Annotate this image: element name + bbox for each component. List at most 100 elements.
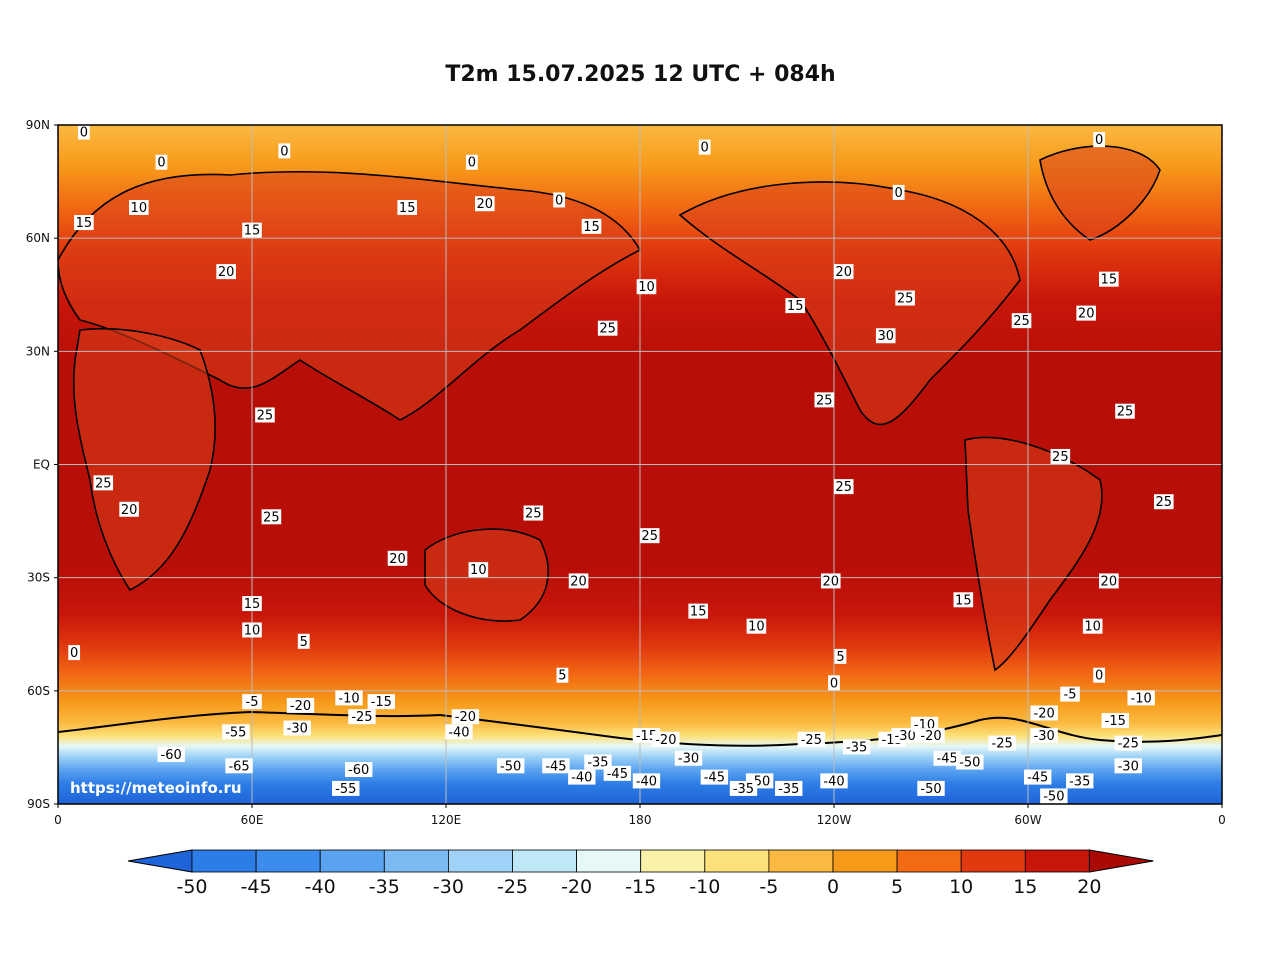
contour-label: 0 [1095,669,1103,684]
contour-label: 25 [1052,450,1069,465]
colorbar-extend-high [1088,849,1154,873]
colorbar-extend-low [127,849,193,873]
contour-label: -25 [801,733,822,748]
contour-label: -15 [636,729,657,744]
contour-label: -20 [655,733,676,748]
contour-label: -40 [823,774,844,789]
contour-label: -35 [733,782,754,797]
colorbar-tick-label: -25 [497,876,528,898]
contour-label: 20 [1078,307,1095,322]
contour-label-bg [1099,573,1119,589]
contour-label: -5 [246,695,259,710]
contour-label-bg [842,739,871,755]
contour-label: -35 [1069,774,1090,789]
colorbar-segment [383,849,449,873]
contour-label: -40 [571,771,592,786]
contour-label: 10 [638,280,655,295]
lat-label: EQ [33,458,50,472]
lon-label: 60E [241,813,264,827]
contour-label: -20 [455,710,476,725]
contour-label: 20 [570,574,587,589]
contour-label: 0 [1095,133,1103,148]
contour-label-bg [283,720,311,736]
contour-label: 0 [555,193,563,208]
contour-label: 15 [244,224,261,239]
contour-label-bg [892,184,905,200]
lat-label: 60N [26,231,50,245]
contour-label: 15 [399,201,416,216]
contour-label-bg [242,622,262,638]
contour-label: -15 [1105,714,1126,729]
contour-label: -20 [290,699,311,714]
contour-label: 25 [257,408,274,423]
contour-label: 25 [95,476,112,491]
lon-label: 120E [431,813,462,827]
contour-label: 20 [1101,574,1118,589]
africa-land [72,327,216,592]
contour-label-bg [225,758,253,774]
contour-label-bg [833,479,854,495]
contour-label: -65 [228,759,249,774]
contour-label-bg [917,780,945,796]
contour-label-bg [1030,728,1058,744]
lon-label: 0 [54,813,62,827]
colorbar-tick-label: -35 [369,876,400,898]
contour-label-bg [568,573,589,589]
colorbar-segment [447,849,513,873]
colorbar-segment [576,849,642,873]
contour-label: 25 [641,529,658,544]
colorbar-tick-label: -20 [561,876,592,898]
contour-label-bg [286,697,315,713]
contour-label: -60 [161,748,182,763]
contour-label-bg [988,735,1016,751]
contour-label-bg [332,780,360,796]
contour-label: 5 [836,650,844,665]
contour-label: 25 [599,322,616,337]
contour-label-bg [1101,713,1129,729]
contour-label-bg [639,528,660,544]
colorbar-segment [896,849,962,873]
antarctica-coast [58,710,1222,747]
contour-label: 25 [1156,495,1173,510]
contour-label: 15 [690,605,707,620]
lon-label: 180 [629,813,652,827]
contour-label-bg [746,618,767,634]
contour-label: -30 [287,722,308,737]
contour-label: -5 [1064,688,1077,703]
contour-label: 0 [895,186,903,201]
contour-label-bg [216,264,236,280]
contour-label: -30 [895,729,916,744]
contour-label: -45 [1027,771,1048,786]
contour-label: 0 [830,676,838,691]
colorbar-segment [704,849,770,873]
colorbar-tick-label: 15 [1013,876,1037,898]
contour-label-bg [775,780,803,796]
contour-label: 20 [822,574,839,589]
contour-label-bg [119,501,139,517]
contour-label-bg [833,264,854,280]
colorbar-segment [1024,849,1090,873]
contour-label: 10 [470,563,487,578]
contour-label-bg [568,769,596,785]
lat-label: 90N [26,118,50,132]
contour-label: 10 [131,201,148,216]
contour-label-bg [910,716,939,732]
contour-label-bg [542,758,570,774]
contour-label-bg [1127,690,1155,706]
colorbar-segment [768,849,834,873]
contour-label-bg [933,750,961,766]
contour-label: -30 [1118,759,1139,774]
contour-label-bg [222,724,250,740]
contour-label: -45 [704,771,725,786]
contour-label: -35 [587,756,608,771]
contour-label-bg [475,196,495,212]
watermark: https://meteoinfo.ru [70,779,242,797]
contour-label: -20 [1034,706,1055,721]
contour-label-bg [242,596,262,612]
contour-label-bg [1011,313,1032,329]
contour-label: 0 [70,646,78,661]
graticule [58,125,1222,804]
contour-label-bg [278,143,291,159]
contour-label: 15 [1101,273,1118,288]
contour-label-bg [1060,686,1080,702]
